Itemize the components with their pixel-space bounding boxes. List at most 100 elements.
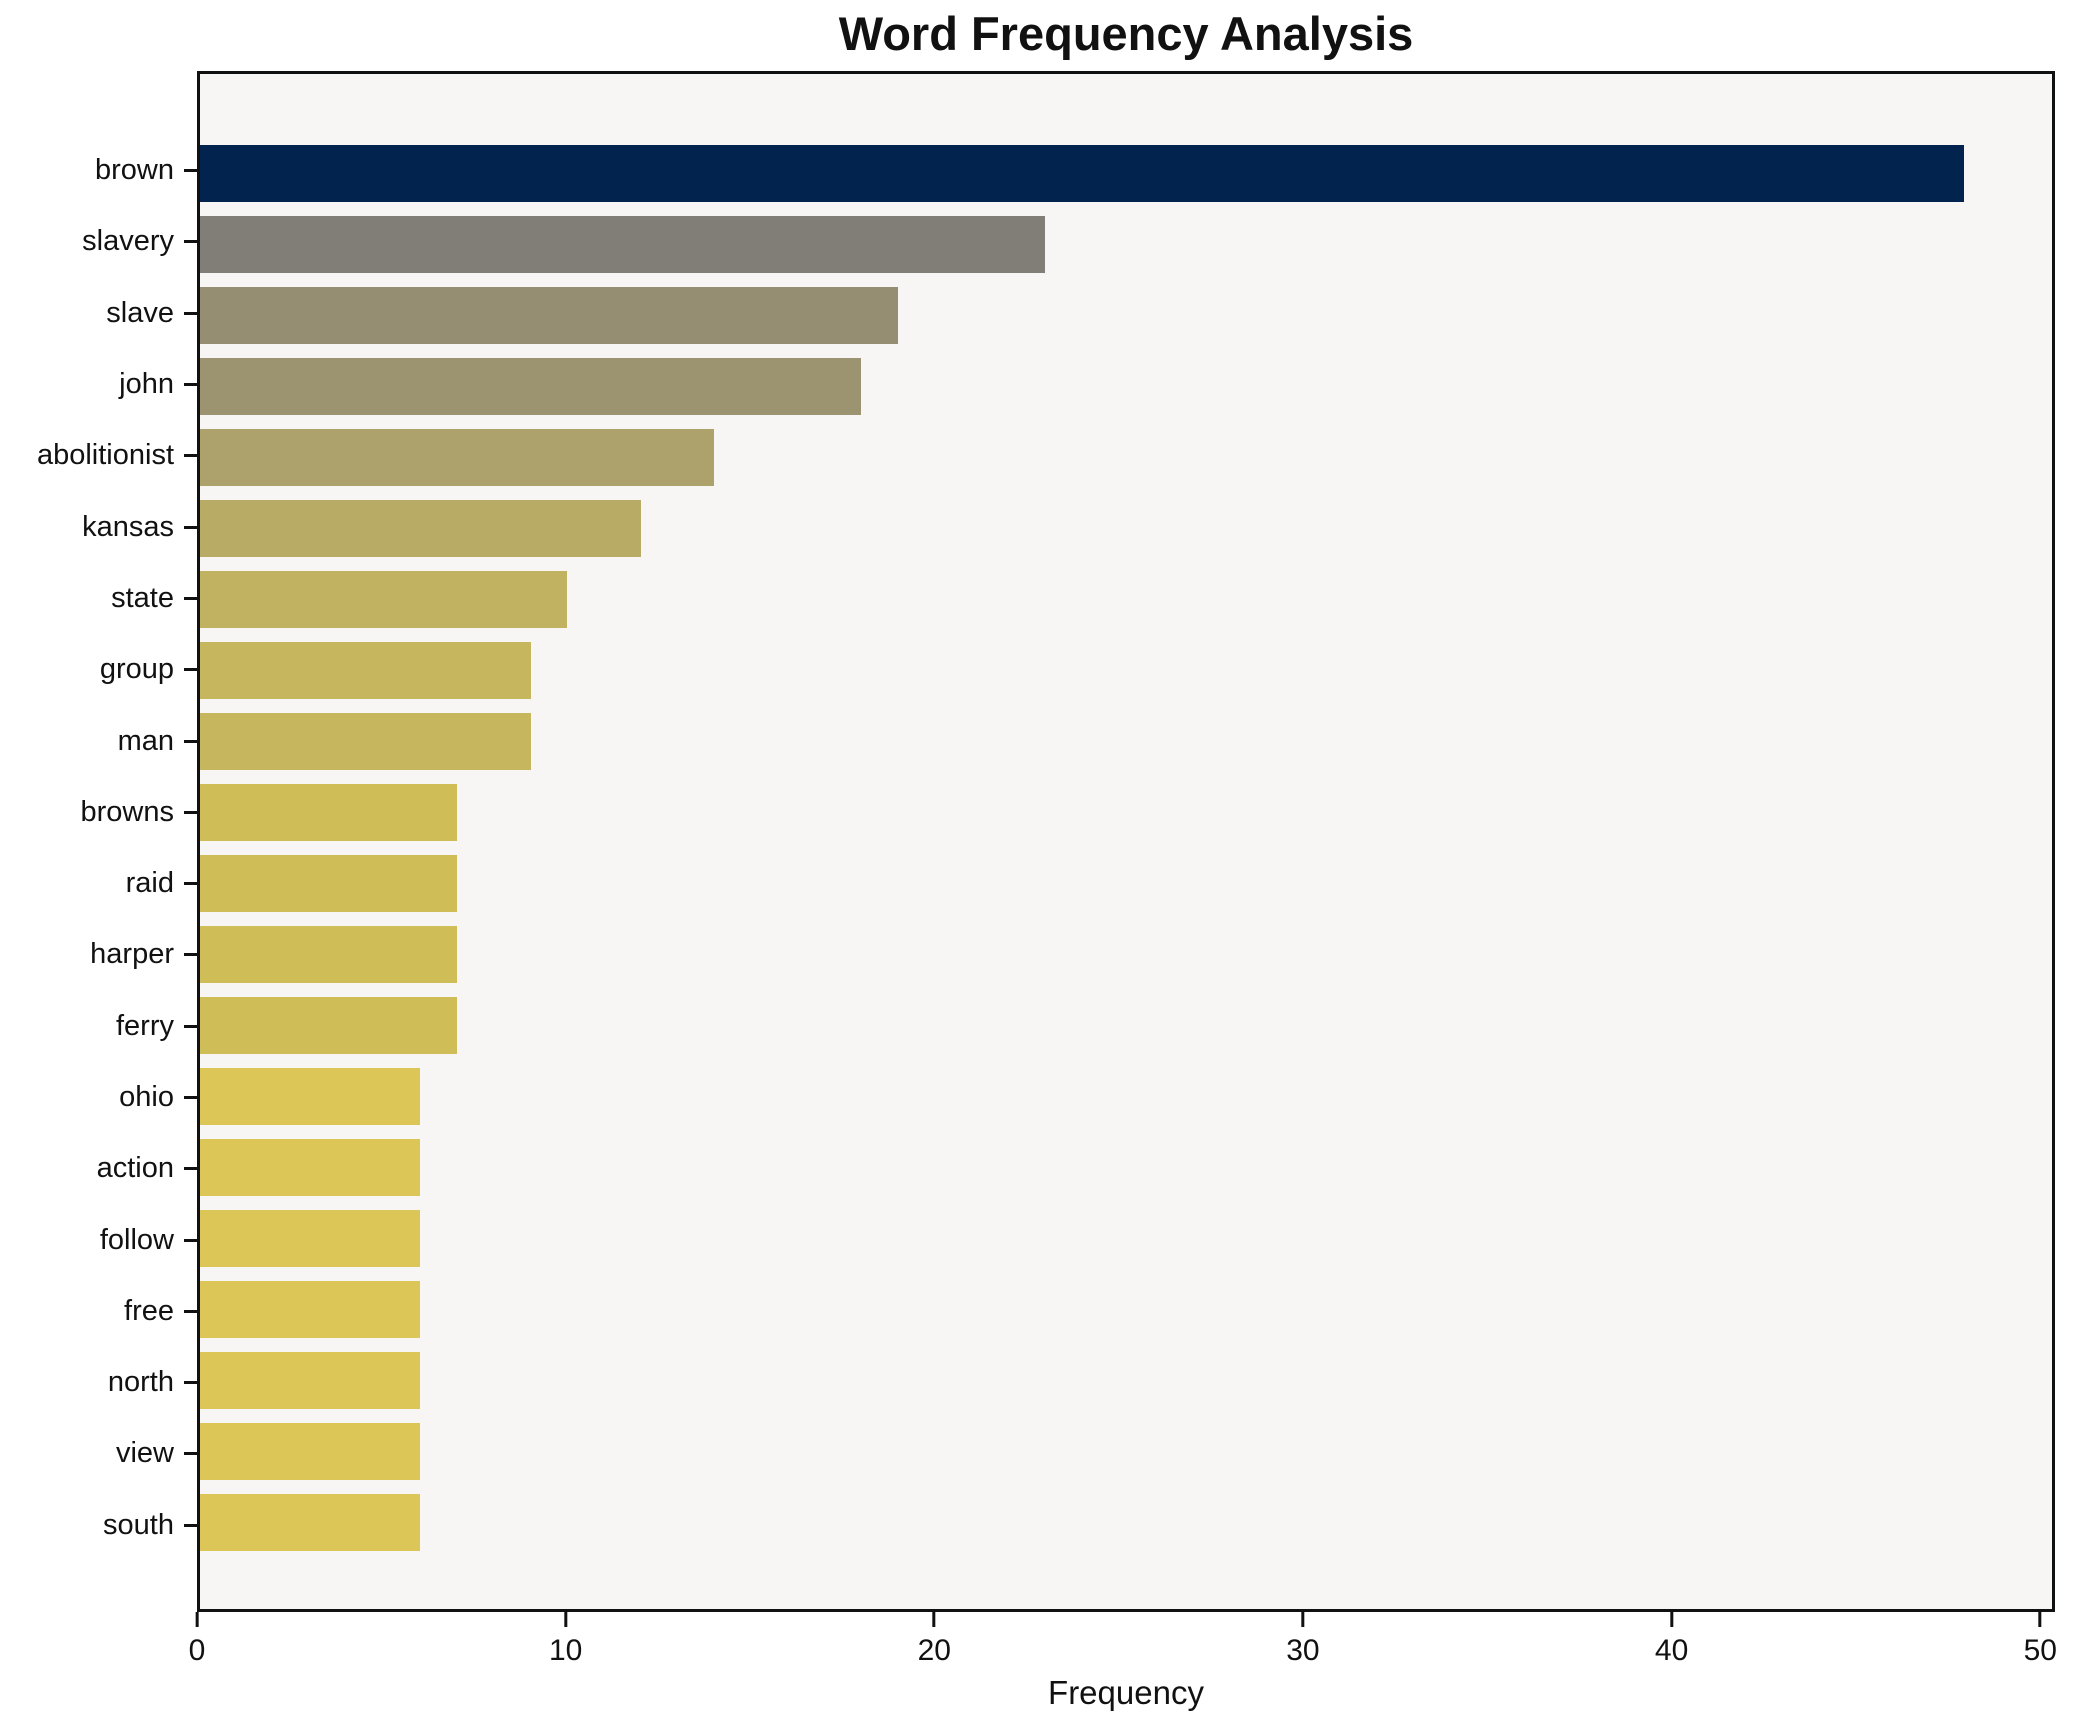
- y-row: slavery: [0, 206, 197, 277]
- y-row: action: [0, 1133, 197, 1204]
- y-row: view: [0, 1418, 197, 1489]
- y-label-south: south: [103, 1508, 174, 1541]
- y-label-john: john: [119, 368, 174, 401]
- y-row: harper: [0, 919, 197, 990]
- bar-row: [200, 919, 2052, 990]
- x-axis-title: Frequency: [1048, 1674, 1204, 1711]
- bars-container: [200, 74, 2052, 1609]
- y-label-north: north: [107, 1366, 174, 1399]
- y-label-browns: browns: [80, 795, 175, 828]
- x-tick-10: 10: [549, 1612, 582, 1668]
- y-row: brown: [0, 135, 197, 206]
- y-tick-mark: [184, 1024, 197, 1028]
- y-label-kansas: kansas: [82, 510, 174, 543]
- bar-row: [200, 422, 2052, 493]
- y-label-follow: follow: [99, 1223, 174, 1256]
- bar-action: [200, 1139, 421, 1196]
- y-row: abolitionist: [0, 420, 197, 491]
- y-row: north: [0, 1347, 197, 1418]
- x-tick-mark: [932, 1612, 936, 1627]
- y-row: south: [0, 1490, 197, 1561]
- bar-row: [200, 564, 2052, 635]
- y-tick-mark: [184, 1309, 197, 1313]
- x-tick-mark: [1670, 1612, 1674, 1627]
- bar-row: [200, 1061, 2052, 1132]
- y-tick-mark: [184, 1096, 197, 1099]
- bar-row: [200, 777, 2052, 848]
- bar-row: [200, 706, 2052, 777]
- bar-row: [200, 138, 2052, 209]
- bar-slavery: [200, 216, 1046, 273]
- y-row: slave: [0, 278, 197, 349]
- y-label-ferry: ferry: [116, 1009, 174, 1042]
- bar-row: [200, 1487, 2052, 1558]
- y-label-harper: harper: [90, 938, 174, 971]
- bar-row: [200, 1274, 2052, 1345]
- bar-brown: [200, 145, 1964, 202]
- y-row: man: [0, 705, 197, 776]
- y-tick-mark: [184, 311, 197, 315]
- x-tick-50: 50: [2024, 1612, 2057, 1668]
- y-label-man: man: [117, 724, 174, 757]
- y-tick-mark: [184, 1523, 197, 1527]
- y-row: browns: [0, 777, 197, 848]
- x-tick-mark: [1301, 1612, 1305, 1627]
- bar-row: [200, 209, 2052, 280]
- bar-row: [200, 1345, 2052, 1416]
- y-row: ferry: [0, 991, 197, 1062]
- bar-row: [200, 1132, 2052, 1203]
- bar-free: [200, 1281, 421, 1338]
- x-tick-label: 30: [1286, 1634, 1320, 1667]
- y-label-slavery: slavery: [82, 225, 174, 258]
- x-tick-mark: [2038, 1612, 2042, 1627]
- y-tick-mark: [184, 1167, 197, 1171]
- bar-browns: [200, 784, 458, 841]
- bar-row: [200, 1416, 2052, 1487]
- x-tick-mark: [195, 1612, 199, 1627]
- y-label-action: action: [96, 1152, 174, 1185]
- x-tick-label: 0: [188, 1634, 206, 1667]
- y-row: state: [0, 563, 197, 634]
- bar-row: [200, 635, 2052, 706]
- y-tick-mark: [184, 882, 197, 886]
- y-tick-mark: [184, 454, 197, 458]
- y-tick-mark: [184, 1452, 197, 1456]
- bar-kansas: [200, 500, 641, 557]
- y-label-free: free: [124, 1294, 174, 1327]
- bar-state: [200, 571, 568, 628]
- y-row: free: [0, 1276, 197, 1347]
- y-label-brown: brown: [95, 154, 174, 187]
- x-tick-0: 0: [188, 1612, 206, 1668]
- bar-ferry: [200, 997, 458, 1054]
- x-axis: Frequency 0 10 20 30 40 50: [189, 1612, 2057, 1722]
- bar-row: [200, 493, 2052, 564]
- y-tick-mark: [184, 668, 197, 672]
- bar-view: [200, 1423, 421, 1480]
- y-row: john: [0, 349, 197, 420]
- y-label-ohio: ohio: [119, 1081, 174, 1113]
- chart-title: Word Frequency Analysis: [838, 7, 1414, 60]
- bar-north: [200, 1352, 421, 1409]
- y-tick-mark: [184, 596, 197, 600]
- x-tick-label: 10: [548, 1634, 583, 1667]
- bar-john: [200, 358, 862, 415]
- bar-row: [200, 280, 2052, 351]
- x-tick-40: 40: [1655, 1612, 1688, 1668]
- bar-row: [200, 1203, 2052, 1274]
- x-tick-mark: [564, 1612, 568, 1627]
- y-tick-mark: [184, 525, 197, 529]
- y-label-raid: raid: [125, 867, 174, 900]
- bar-row: [200, 990, 2052, 1061]
- x-tick-30: 30: [1286, 1612, 1320, 1668]
- bar-row: [200, 351, 2052, 422]
- bar-group: [200, 642, 531, 699]
- y-row: follow: [0, 1204, 197, 1275]
- y-tick-mark: [184, 810, 197, 814]
- bar-abolitionist: [200, 429, 715, 486]
- y-tick-mark: [184, 739, 197, 743]
- y-label-slave: slave: [106, 296, 174, 329]
- y-label-abolitionist: abolitionist: [36, 439, 174, 472]
- y-tick-mark: [184, 1238, 197, 1242]
- y-label-view: view: [115, 1437, 174, 1470]
